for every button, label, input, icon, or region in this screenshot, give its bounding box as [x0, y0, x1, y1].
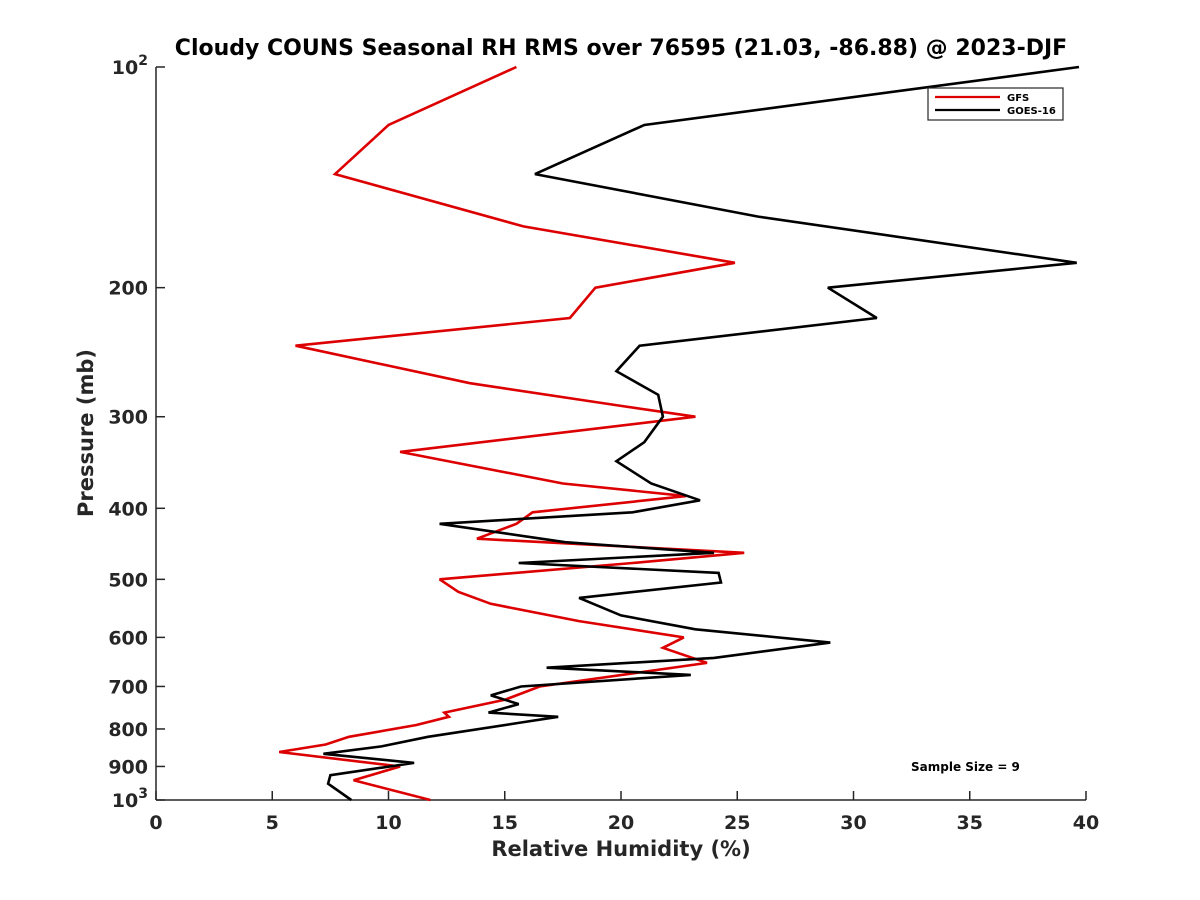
x-axis-title: Relative Humidity (%) — [491, 837, 750, 861]
legend-box — [927, 87, 1064, 121]
y-tick-label: 500 — [108, 569, 148, 591]
x-tick-label: 20 — [608, 812, 634, 834]
y-tick-label: 900 — [108, 756, 148, 778]
x-tick-label: 25 — [724, 812, 750, 834]
x-tick-label: 15 — [492, 812, 518, 834]
y-axis-ticks: 102 200 300 400 500 600 700 800 900 103 — [108, 53, 165, 812]
y-tick-label: 600 — [108, 627, 148, 649]
y-tick-label: 102 — [112, 53, 148, 79]
y-tick-label: 103 — [112, 786, 148, 812]
sample-size-annotation: Sample Size = 9 — [911, 760, 1020, 774]
x-axis-ticks: 0 5 10 15 20 25 30 35 40 — [149, 791, 1099, 834]
y-tick-label: 400 — [108, 498, 148, 520]
legend-label-gfs: GFS — [1007, 93, 1029, 104]
x-tick-label: 5 — [266, 812, 279, 834]
x-tick-label: 10 — [375, 812, 401, 834]
legend-label-goes-16: GOES-16 — [1007, 106, 1056, 117]
x-tick-label: 40 — [1073, 812, 1099, 834]
plot-area — [156, 67, 1086, 800]
y-axis-title: Pressure (mb) — [74, 349, 98, 517]
y-tick-label: 300 — [108, 407, 148, 429]
x-tick-label: 30 — [840, 812, 866, 834]
x-tick-label: 0 — [149, 812, 162, 834]
y-tick-label: 800 — [108, 719, 148, 741]
series-layer — [278, 65, 1080, 802]
legend: GFS GOES-16 — [927, 87, 1064, 121]
chart-title: Cloudy COUNS Seasonal RH RMS over 76595 … — [175, 36, 1067, 61]
y-tick-label: 200 — [108, 278, 148, 300]
series-line-goes-16 — [323, 65, 1080, 802]
y-tick-label: 700 — [108, 676, 148, 698]
x-tick-label: 35 — [957, 812, 983, 834]
series-line-gfs — [278, 65, 745, 802]
